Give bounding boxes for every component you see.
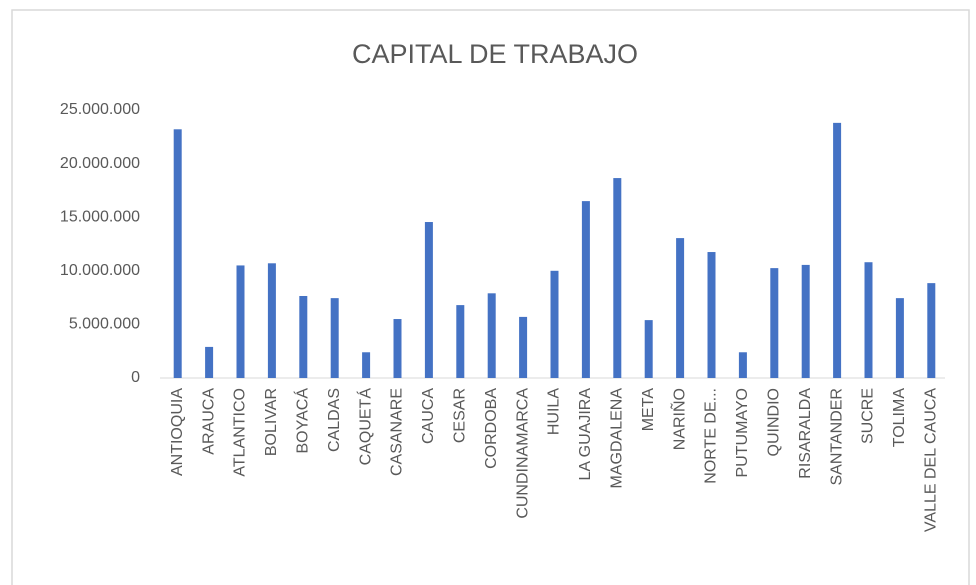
x-tick-label: BOLIVAR <box>263 388 280 456</box>
bar <box>362 352 371 378</box>
x-tick-label: PUTUMAYO <box>734 388 751 477</box>
bar <box>581 201 590 378</box>
x-tick-label: SANTANDER <box>828 388 845 486</box>
y-tick-label: 5.000.000 <box>69 316 140 333</box>
bar <box>676 238 685 378</box>
bar <box>927 283 936 378</box>
x-tick-label: ATLANTICO <box>232 388 249 477</box>
bar <box>644 320 653 378</box>
x-tick-label: QUINDIO <box>766 388 783 456</box>
bar <box>519 316 528 378</box>
y-tick-label: 25.000.000 <box>60 101 140 118</box>
bar <box>770 268 779 378</box>
bar <box>550 270 559 378</box>
bar <box>833 122 842 378</box>
bar <box>738 352 747 378</box>
x-tick-label: BOYACÁ <box>293 388 312 454</box>
bar <box>236 265 245 378</box>
x-tick-label: HUILA <box>546 388 563 435</box>
x-tick-label: CORDOBA <box>483 388 500 469</box>
bar <box>299 295 308 378</box>
x-tick-label: ARAUCA <box>200 388 217 455</box>
y-tick-label: 0 <box>131 369 140 386</box>
bar <box>707 252 716 378</box>
bar <box>205 346 214 378</box>
x-tick-label: SUCRE <box>860 388 877 444</box>
x-tick-label: CALDAS <box>326 388 343 452</box>
bar <box>330 298 339 378</box>
bar <box>393 319 402 378</box>
x-tick-label: LA GUAJIRA <box>577 388 594 481</box>
x-tick-label: NARIÑO <box>668 388 688 450</box>
x-tick-label: CUNDINAMARCA <box>514 388 531 519</box>
y-tick-label: 15.000.000 <box>60 208 140 225</box>
y-tick-label: 20.000.000 <box>60 155 140 172</box>
bar <box>613 178 622 378</box>
x-tick-label: NORTE DE... <box>703 388 720 484</box>
bar <box>487 293 496 378</box>
x-tick-label: RISARALDA <box>797 388 814 479</box>
x-tick-label: CESAR <box>452 388 469 443</box>
x-tick-label: TOLIMA <box>891 388 908 448</box>
bar <box>895 298 904 378</box>
bar <box>424 222 433 378</box>
x-tick-label: CAUCA <box>420 388 437 444</box>
x-tick-label: CAQUETÁ <box>355 388 374 466</box>
bar <box>801 264 810 378</box>
bar <box>267 263 276 378</box>
bar <box>456 305 465 378</box>
x-tick-label: VALLE DEL CAUCA <box>923 388 940 532</box>
x-tick-label: META <box>640 388 657 432</box>
x-tick-label: MAGDALENA <box>609 388 626 489</box>
chart-title: CAPITAL DE TRABAJO <box>352 39 638 69</box>
bar <box>864 262 873 378</box>
x-tick-label: ANTIOQUIA <box>169 388 186 476</box>
bar <box>173 129 182 378</box>
y-tick-label: 10.000.000 <box>60 262 140 279</box>
x-tick-label: CASANARE <box>389 388 406 476</box>
